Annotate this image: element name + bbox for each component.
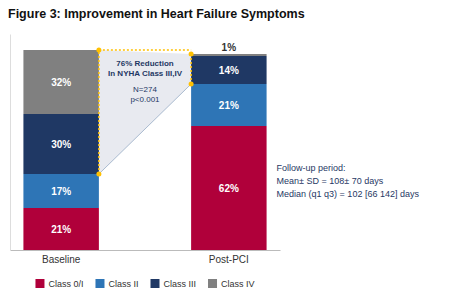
followup-text-line: Mean± SD = 108± 70 days bbox=[277, 176, 384, 186]
bar bbox=[23, 50, 98, 114]
data-label: 62% bbox=[219, 183, 239, 194]
annotation-line: N=274 bbox=[133, 85, 157, 94]
highlight-outline bbox=[99, 49, 191, 51]
data-label: 21% bbox=[51, 224, 71, 235]
title: Figure 3: Improvement in Heart Failure S… bbox=[8, 7, 305, 21]
y-axis-line bbox=[10, 35, 11, 251]
chart: Figure 3: Improvement in Heart Failure S… bbox=[0, 0, 466, 296]
x-tick: Post-PCI bbox=[209, 250, 249, 265]
marks bbox=[23, 48, 266, 251]
bar bbox=[191, 126, 266, 250]
annotation: N=274p<0.001 bbox=[130, 85, 160, 104]
legend-label: Class IV bbox=[221, 279, 255, 289]
data-label: 17% bbox=[51, 186, 71, 197]
annotations: 76% ReductionIn NYHA Class III,IV N=274p<… bbox=[108, 59, 419, 199]
followup-text: Follow-up period: Mean± SD = 108± 70 days… bbox=[277, 163, 420, 199]
x-tick: Baseline bbox=[42, 250, 81, 265]
legend-label: Class III bbox=[164, 279, 197, 289]
data-label: 1% bbox=[222, 42, 237, 53]
bar bbox=[23, 174, 98, 208]
legend-swatch bbox=[35, 279, 44, 288]
highlight-dot bbox=[189, 82, 194, 87]
bar bbox=[191, 54, 266, 56]
highlight-region bbox=[99, 50, 191, 174]
highlight-dot bbox=[96, 172, 101, 177]
plot: Baseline Post-PCI 21% 62% 17% 21% 30% 14% 32% 1% 7… bbox=[11, 35, 420, 266]
highlight-dot bbox=[96, 48, 101, 53]
bar bbox=[191, 84, 266, 126]
highlight-diagonal bbox=[99, 84, 191, 174]
data-label: 14% bbox=[219, 65, 239, 76]
legend-label: Class 0/I bbox=[48, 279, 83, 289]
annotation-line: In NYHA Class III,IV bbox=[108, 69, 183, 78]
y-axis bbox=[10, 35, 11, 251]
followup-text-line: Follow-up period: bbox=[277, 163, 346, 173]
data-label: 21% bbox=[219, 100, 239, 111]
legend-item: Class III bbox=[151, 279, 197, 289]
legend-item: Class IV bbox=[208, 279, 255, 289]
legend-swatch bbox=[208, 279, 217, 288]
bar bbox=[191, 56, 266, 84]
x-axis: Baseline Post-PCI bbox=[11, 250, 281, 265]
annotation: 76% ReductionIn NYHA Class III,IV bbox=[108, 59, 183, 78]
bar bbox=[23, 208, 98, 250]
legend-swatch bbox=[151, 279, 160, 288]
x-axis-line bbox=[11, 250, 281, 251]
highlight-outline bbox=[98, 50, 100, 174]
legend-swatch bbox=[95, 279, 104, 288]
bar bbox=[23, 114, 98, 174]
legend-item: Class 0/I bbox=[35, 279, 83, 289]
followup-text-line: Median (q1 q3) = 102 [66 142] days bbox=[277, 189, 420, 199]
highlight-outline bbox=[190, 54, 192, 84]
legend-item: Class II bbox=[95, 279, 138, 289]
data-labels: 21% 62% 17% 21% 30% 14% 32% 1% bbox=[51, 42, 239, 235]
legend-label: Class II bbox=[108, 279, 138, 289]
annotation-line: p<0.001 bbox=[130, 95, 160, 104]
annotation-line: 76% Reduction bbox=[116, 59, 173, 68]
legend: Class 0/I Class II Class III Class IV bbox=[35, 279, 254, 289]
highlight-dot bbox=[189, 52, 194, 57]
data-label: 32% bbox=[51, 77, 71, 88]
x-tick-label: Baseline bbox=[42, 254, 81, 265]
x-tick-label: Post-PCI bbox=[209, 254, 249, 265]
data-label: 30% bbox=[51, 139, 71, 150]
